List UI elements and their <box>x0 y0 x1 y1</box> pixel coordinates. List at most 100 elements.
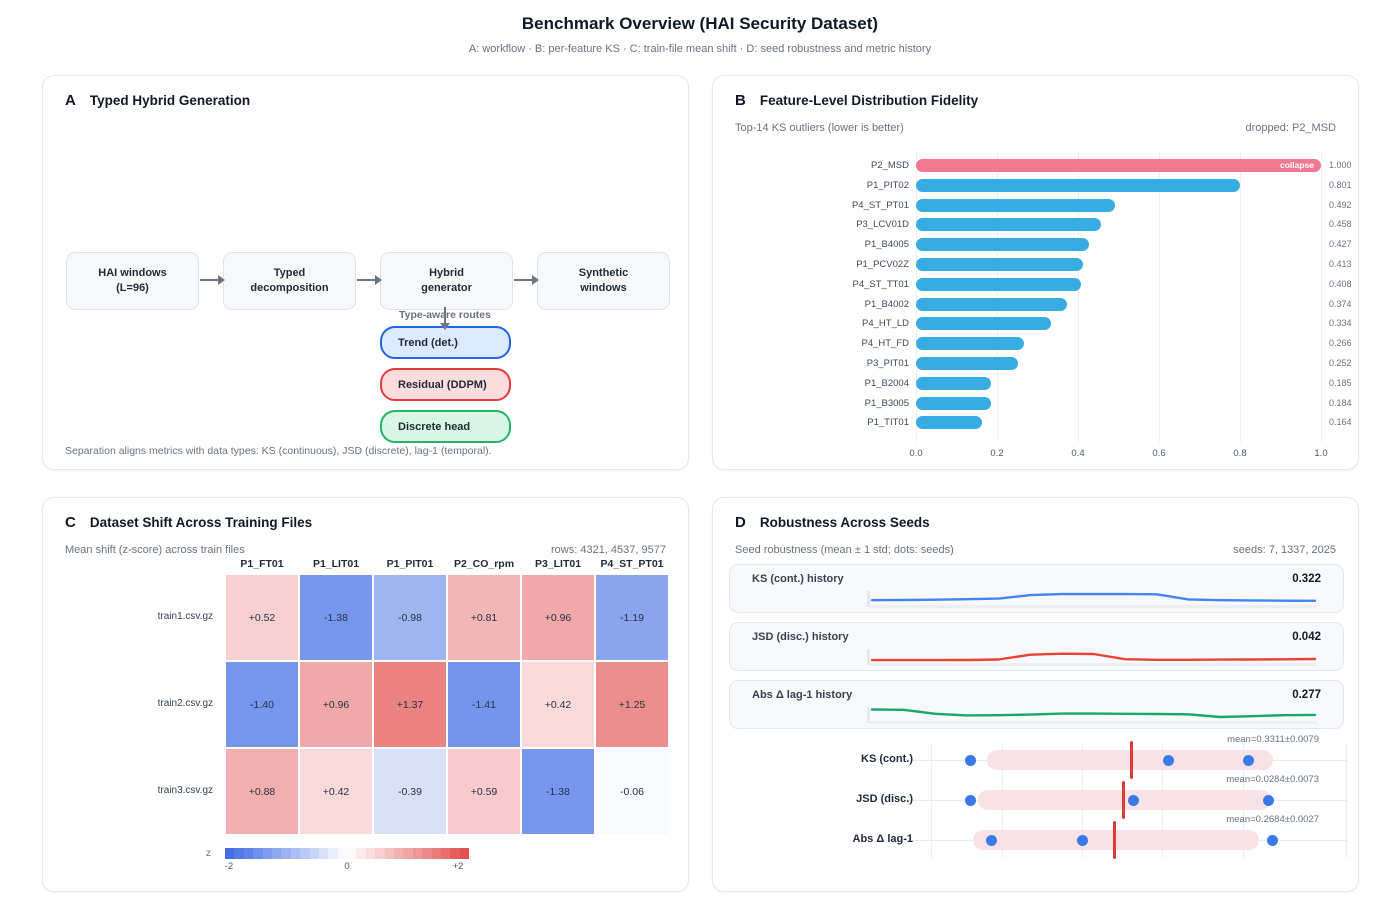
heatmap-cell: +0.81 <box>447 574 521 661</box>
bar-category-label: P1_PIT02 <box>866 179 909 191</box>
heatmap-column-header: P1_PIT01 <box>386 558 434 570</box>
bar-value-label: 0.458 <box>1329 219 1352 230</box>
route-box-trend: Trend (det.) <box>380 326 511 359</box>
panel-b-title: Feature-Level Distribution Fidelity <box>759 93 979 108</box>
dotplot-gridline <box>1345 744 1347 858</box>
flow-box-synthetic-windows: Synthetic windows <box>537 252 670 310</box>
seed-dot <box>1267 834 1279 846</box>
seed-dot <box>1076 834 1088 846</box>
panel-d-note: seeds: 7, 1337, 2025 <box>1233 544 1336 556</box>
route-box-residual: Residual (DDPM) <box>380 368 511 401</box>
heatmap-row-label: train1.csv.gz <box>157 611 213 622</box>
colorbar-segment <box>234 848 244 859</box>
flow-box-hybrid-generator: Hybrid generator <box>380 252 513 310</box>
bar-value-label: 0.252 <box>1329 358 1352 368</box>
colorbar-tick: 0 <box>344 861 350 872</box>
seed-dot <box>965 794 977 806</box>
ks-bar <box>916 258 1084 271</box>
heatmap-cell: -1.41 <box>447 661 521 748</box>
colorbar-segment <box>403 848 413 859</box>
bar-value-label: 0.164 <box>1329 417 1352 428</box>
b-gridline <box>1321 152 1322 442</box>
ks-bar <box>916 238 1089 252</box>
history-card-value: 0.042 <box>1292 631 1321 643</box>
bar-value-label: 0.492 <box>1329 199 1352 210</box>
heatmap-row-label: train3.csv.gz <box>157 785 213 796</box>
colorbar-segment <box>337 848 348 859</box>
panel-b-letter: B <box>735 92 746 109</box>
heatmap-cell: -0.39 <box>373 748 447 835</box>
panel-seed-robustness: D Robustness Across Seeds Seed robustnes… <box>712 497 1359 892</box>
colorbar-segment <box>328 848 338 859</box>
sparkline-baseline <box>870 663 1317 666</box>
panel-workflow: A Typed Hybrid Generation HAI windows (L… <box>42 75 689 470</box>
dotplot-row-label: Abs Δ lag-1 <box>852 833 913 845</box>
colorbar-segment <box>225 848 235 859</box>
panel-c-title: Dataset Shift Across Training Files <box>89 515 313 530</box>
bar-category-label: P1_PCV02Z <box>856 259 909 270</box>
mean-annotation: mean=0.0284±0.0073 <box>1226 774 1319 785</box>
heatmap-cell: -1.40 <box>225 661 299 748</box>
heatmap-cell: +0.52 <box>225 574 299 661</box>
panel-heatmap: C Dataset Shift Across Training Files Me… <box>42 497 689 892</box>
bar-value-label: 0.185 <box>1329 377 1352 388</box>
history-card-value: 0.322 <box>1292 573 1321 585</box>
history-card-ks: KS (cont.) history 0.322 <box>729 564 1344 613</box>
colorbar <box>225 848 470 859</box>
down-arrow-icon <box>440 307 450 330</box>
right-arrow-icon <box>200 275 225 285</box>
b-axis-tick: 1.0 <box>1314 448 1328 459</box>
panel-a-header: A Typed Hybrid Generation <box>65 92 250 109</box>
ks-bar <box>916 178 1241 192</box>
bar-category-label: P4_ST_PT01 <box>851 199 909 211</box>
colorbar-segment <box>290 848 301 859</box>
ks-bar <box>916 376 991 390</box>
heatmap-cell: -0.98 <box>373 574 447 661</box>
panel-ks-bar-chart: B Feature-Level Distribution Fidelity To… <box>712 75 1359 470</box>
bar-category-label: P3_LCV01D <box>856 219 909 231</box>
heatmap-cell: +1.25 <box>595 661 669 748</box>
colorbar-tick: +2 <box>452 861 464 872</box>
route-box-discrete: Discrete head <box>380 410 511 443</box>
history-card-title: JSD (disc.) history <box>752 631 849 643</box>
bar-value-label: 0.374 <box>1329 298 1352 309</box>
sparkline-axis-notch <box>867 707 870 723</box>
sparkline-axis-notch <box>867 649 870 665</box>
ks-bar-plot-area: collapse <box>916 152 1322 442</box>
colorbar-segment <box>422 848 432 859</box>
page-subtitle: A: workflow · B: per-feature KS · C: tra… <box>468 43 932 55</box>
colorbar-segment <box>356 848 366 859</box>
route-label: Trend (det.) <box>398 336 458 349</box>
jsd-history-sparkline <box>870 652 1317 662</box>
bar-value-label: 0.408 <box>1329 278 1352 289</box>
flow-box-typed-decomposition: Typed decomposition <box>223 252 356 310</box>
heatmap-cell: +0.88 <box>225 748 299 835</box>
ks-bar <box>916 416 983 430</box>
history-card-title: Abs Δ lag-1 history <box>752 689 853 701</box>
panel-c-header: C Dataset Shift Across Training Files <box>65 514 312 531</box>
bar-value-label: 0.184 <box>1329 397 1352 408</box>
bar-category-label: P1_TIT01 <box>867 417 909 429</box>
ks-bar <box>916 337 1024 351</box>
flow-box-line: HAI windows <box>98 267 167 279</box>
colorbar-segment <box>243 848 254 859</box>
seed-dot <box>1127 794 1139 806</box>
colorbar-tick: -2 <box>224 861 234 872</box>
bar-value-label: 1.000 <box>1329 160 1352 170</box>
colorbar-segment <box>281 848 291 859</box>
panel-c-note: rows: 4321, 4537, 9577 <box>551 544 666 556</box>
mean-line <box>1122 781 1126 819</box>
ks-bar <box>916 198 1116 212</box>
panel-b-note: dropped: P2_MSD <box>1245 122 1337 134</box>
panel-d-title: Robustness Across Seeds <box>759 515 930 530</box>
panel-c-letter: C <box>65 514 76 531</box>
right-arrow-icon <box>357 275 382 285</box>
flow-box-line: Typed <box>273 267 306 279</box>
heatmap-cell: +0.96 <box>521 574 595 661</box>
colorbar-segment <box>431 848 441 859</box>
panel-d-subtitle: Seed robustness (mean ± 1 std; dots: see… <box>735 544 954 556</box>
heatmap-column-header: P4_ST_PT01 <box>600 558 664 570</box>
mean-annotation: mean=0.2684±0.0027 <box>1226 814 1319 825</box>
panel-a-letter: A <box>65 92 76 109</box>
bar-value-label: 0.413 <box>1329 259 1352 269</box>
